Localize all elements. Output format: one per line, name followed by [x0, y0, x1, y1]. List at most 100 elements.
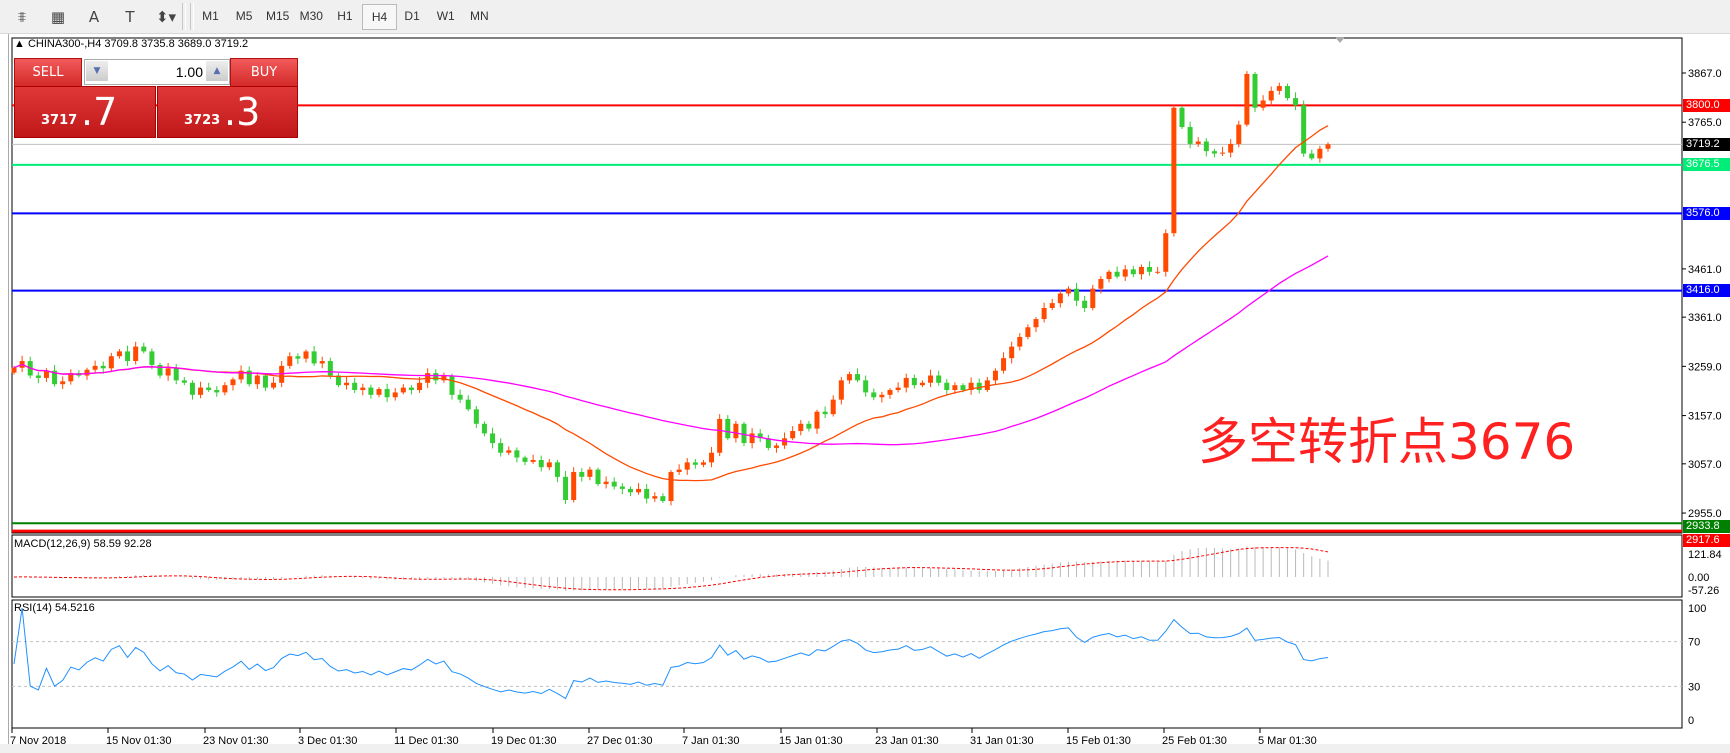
annotation-text: 多空转折点3676 — [1198, 413, 1576, 471]
decrease-lot-icon[interactable]: ▼ — [86, 61, 108, 81]
candle — [165, 368, 171, 376]
candle — [230, 379, 236, 386]
fibonacci-expansion-icon[interactable]: ⩨ — [17, 8, 27, 26]
rsi-tick-label: 30 — [1688, 681, 1700, 693]
price-tick-label: 3867.0 — [1688, 68, 1722, 80]
timeframe-h4[interactable]: H4 — [362, 4, 397, 30]
rsi-tick-label: 0 — [1688, 715, 1694, 727]
timeframe-m5[interactable]: M5 — [235, 9, 253, 23]
candle — [765, 438, 771, 448]
timeframe-mn[interactable]: MN — [469, 9, 489, 23]
sell-price-box[interactable]: 3717 .7 — [14, 86, 156, 138]
lot-size-input[interactable]: 1.00 — [175, 64, 203, 80]
candle — [1033, 319, 1039, 328]
candle — [303, 351, 309, 359]
text-icon[interactable]: A — [88, 8, 100, 26]
candle — [595, 469, 601, 485]
timeframe-w1[interactable]: W1 — [436, 9, 455, 23]
chart-header: ▲ CHINA300-,H4 3709.8 3735.8 3689.0 3719… — [14, 38, 248, 50]
candle — [846, 374, 852, 381]
candle — [116, 351, 122, 357]
timeframe-d1[interactable]: D1 — [404, 9, 420, 23]
candle — [1179, 107, 1185, 128]
candle — [1009, 346, 1015, 359]
candle — [571, 472, 577, 501]
candle — [887, 390, 893, 395]
candle — [149, 351, 155, 365]
candle — [838, 380, 844, 400]
candle — [400, 387, 406, 393]
candle — [757, 433, 763, 439]
time-tick-label: 15 Feb 01:30 — [1066, 735, 1131, 747]
candle — [206, 387, 212, 391]
candle — [830, 399, 836, 415]
price-tick-label: 3361.0 — [1688, 312, 1722, 324]
candle — [360, 387, 366, 391]
macd-tick-label: 0.00 — [1688, 572, 1709, 584]
navigator-edge[interactable] — [0, 34, 9, 744]
fibonacci-fan-icon[interactable]: ▦ — [50, 8, 66, 26]
candle — [879, 394, 885, 398]
candle — [376, 389, 382, 395]
candle — [636, 488, 642, 493]
candle — [1065, 288, 1071, 294]
candle — [1260, 100, 1266, 108]
text-label-icon[interactable]: T — [125, 8, 135, 26]
candle — [1098, 279, 1104, 289]
candle — [652, 496, 658, 499]
candle — [1284, 86, 1290, 99]
candle — [668, 472, 674, 501]
candle — [895, 387, 901, 391]
candle — [968, 382, 974, 391]
increase-lot-icon[interactable]: ▲ — [206, 61, 228, 81]
lot-size-stepper[interactable]: ▼ 1.00 ▲ — [84, 59, 230, 85]
candle — [676, 469, 682, 473]
arrows-icon[interactable]: ⬍▾ — [155, 8, 177, 26]
time-tick-label: 31 Jan 01:30 — [970, 735, 1034, 747]
price-level-tag: 3676.5 — [1683, 158, 1730, 172]
candle — [433, 373, 439, 381]
candle — [530, 459, 536, 462]
time-tick-label: 15 Jan 01:30 — [779, 735, 843, 747]
candle — [587, 469, 593, 477]
candle — [449, 375, 455, 395]
candle — [773, 445, 779, 448]
candle — [157, 364, 163, 376]
candle — [1203, 141, 1209, 152]
candle — [1074, 288, 1080, 301]
timeframe-m30[interactable]: M30 — [299, 9, 323, 23]
main-panel-border — [11, 37, 1683, 534]
candle — [782, 438, 788, 446]
candle — [60, 381, 66, 385]
collapse-triangle-icon[interactable]: ▲ — [14, 38, 25, 50]
candle — [481, 423, 487, 434]
toolbar-separator — [190, 3, 194, 30]
macd-panel-border — [11, 534, 1683, 598]
candle — [408, 387, 414, 391]
price-tick-label: 3057.0 — [1688, 459, 1722, 471]
candle — [1025, 327, 1031, 337]
price-level-tag: 2917.6 — [1683, 534, 1730, 548]
candle — [976, 382, 982, 391]
candle — [295, 356, 301, 359]
candle — [100, 365, 106, 369]
candle — [644, 488, 650, 499]
price-tick-label: 3461.0 — [1688, 264, 1722, 276]
buy-button[interactable]: BUY — [230, 58, 298, 87]
time-tick-label: 23 Nov 01:30 — [203, 735, 268, 747]
candle — [1001, 358, 1007, 371]
timeframe-h1[interactable]: H1 — [337, 9, 353, 23]
candle — [741, 423, 747, 444]
timeframe-m15[interactable]: M15 — [266, 9, 290, 23]
candle — [287, 356, 293, 366]
rsi-tick-label: 100 — [1688, 603, 1706, 615]
candle — [798, 423, 804, 432]
time-tick-label: 19 Dec 01:30 — [491, 735, 556, 747]
sell-button[interactable]: SELL — [14, 58, 82, 87]
timeframe-m1[interactable]: M1 — [202, 9, 219, 23]
buy-price-box[interactable]: 3723 .3 — [157, 86, 298, 138]
time-tick-label: 25 Feb 01:30 — [1162, 735, 1227, 747]
candle — [863, 380, 869, 393]
candle — [11, 367, 17, 373]
